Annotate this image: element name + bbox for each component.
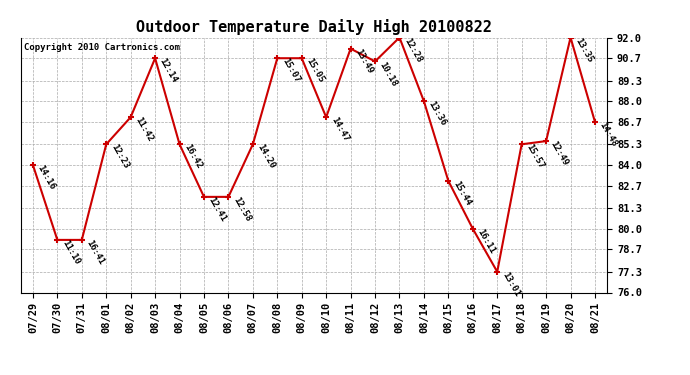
Text: 16:11: 16:11 (475, 227, 497, 255)
Text: 12:14: 12:14 (158, 57, 179, 85)
Text: 14:16: 14:16 (36, 164, 57, 191)
Text: 10:18: 10:18 (378, 60, 399, 88)
Text: 15:44: 15:44 (451, 180, 473, 207)
Text: 12:58: 12:58 (231, 195, 253, 223)
Text: Copyright 2010 Cartronics.com: Copyright 2010 Cartronics.com (23, 43, 179, 52)
Text: 16:41: 16:41 (85, 238, 106, 266)
Text: 13:01: 13:01 (500, 270, 521, 298)
Text: 12:23: 12:23 (109, 143, 130, 171)
Text: 15:05: 15:05 (304, 57, 326, 85)
Text: 12:28: 12:28 (402, 36, 424, 64)
Text: 11:42: 11:42 (133, 116, 155, 144)
Text: 14:47: 14:47 (329, 116, 351, 144)
Text: 13:36: 13:36 (426, 100, 448, 128)
Text: 12:41: 12:41 (207, 195, 228, 223)
Title: Outdoor Temperature Daily High 20100822: Outdoor Temperature Daily High 20100822 (136, 19, 492, 35)
Text: 13:35: 13:35 (573, 36, 595, 64)
Text: 13:49: 13:49 (353, 47, 375, 75)
Text: 15:07: 15:07 (280, 57, 302, 85)
Text: 12:49: 12:49 (549, 140, 570, 168)
Text: 11:10: 11:10 (60, 238, 81, 266)
Text: 15:57: 15:57 (524, 143, 546, 171)
Text: 14:20: 14:20 (255, 143, 277, 171)
Text: 14:48: 14:48 (598, 121, 619, 148)
Text: 16:42: 16:42 (182, 143, 204, 171)
